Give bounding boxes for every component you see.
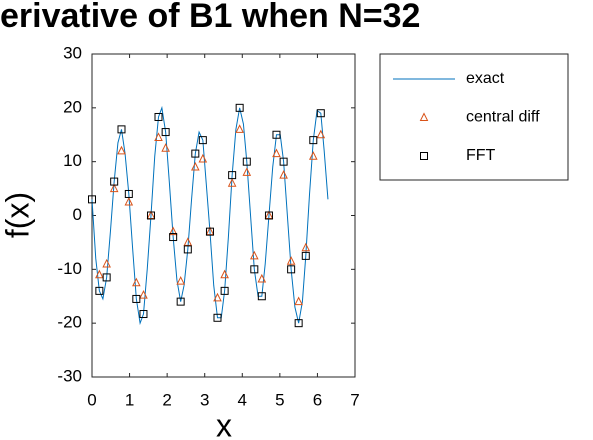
square-marker	[161, 128, 170, 137]
triangle-marker	[161, 143, 170, 152]
square-marker	[316, 109, 325, 118]
legend-box	[379, 53, 569, 181]
x-tick-label: 4	[238, 390, 247, 409]
square-marker	[294, 319, 303, 328]
y-tick-label: -30	[57, 366, 82, 385]
triangle-marker	[235, 124, 244, 133]
square-marker	[272, 130, 281, 139]
triangle-marker	[168, 226, 178, 236]
square-marker	[250, 265, 259, 274]
square-marker	[279, 157, 288, 166]
triangle-marker	[191, 161, 200, 171]
triangle-marker	[198, 153, 208, 163]
triangle-marker	[139, 290, 148, 299]
square-marker	[124, 189, 133, 198]
square-marker	[117, 125, 126, 134]
square-marker	[183, 245, 192, 254]
x-tick-label: 7	[350, 390, 359, 409]
triangle-marker	[132, 277, 141, 287]
triangle-marker	[176, 276, 185, 285]
y-tick-label: 20	[63, 97, 82, 116]
legend-label: FFT	[466, 147, 496, 164]
square-marker	[309, 136, 318, 145]
x-tick-label: 6	[313, 390, 322, 409]
square-marker	[110, 177, 119, 186]
triangle-marker	[316, 129, 326, 139]
square-marker	[264, 211, 273, 220]
square-marker	[301, 251, 310, 260]
triangle-marker	[117, 145, 126, 155]
triangle-marker	[242, 167, 252, 176]
square-marker	[146, 211, 155, 220]
triangle-marker	[95, 269, 104, 279]
triangle-marker	[227, 178, 237, 187]
square-marker	[88, 195, 96, 204]
triangle-marker	[308, 151, 318, 160]
y-tick-label: -20	[57, 313, 82, 332]
triangle-marker	[301, 242, 311, 252]
square-marker	[102, 273, 111, 282]
square-marker	[198, 136, 207, 145]
triangle-marker	[294, 296, 303, 306]
chart-title: erivative of B1 when N=32	[0, 0, 420, 35]
x-tick-label: 3	[200, 390, 209, 409]
x-tick-label: 5	[275, 390, 284, 409]
square-marker	[205, 227, 214, 236]
y-axis-label: f(x)	[0, 192, 35, 238]
series-line	[91, 105, 329, 326]
x-axis-label: x	[216, 407, 232, 440]
x-tick-label: 1	[125, 390, 134, 409]
y-tick-label: -10	[57, 259, 82, 278]
square-marker	[154, 112, 163, 121]
legend-label: exact	[466, 70, 505, 87]
square-marker	[95, 286, 104, 295]
triangle-marker	[286, 256, 296, 265]
triangle-marker	[419, 112, 429, 121]
x-tick-label: 0	[87, 390, 96, 409]
square-marker	[420, 152, 428, 160]
triangle-marker	[257, 273, 267, 283]
triangle-marker	[154, 132, 163, 141]
triangle-marker	[279, 170, 288, 179]
triangle-marker	[109, 183, 119, 193]
square-marker	[228, 171, 237, 180]
legend-label: central diff	[466, 109, 540, 126]
y-tick-label: 30	[63, 43, 82, 62]
square-marker	[169, 233, 178, 242]
square-marker	[176, 297, 185, 306]
square-marker	[257, 292, 266, 301]
square-marker	[242, 157, 251, 166]
square-marker	[287, 265, 296, 274]
triangle-marker	[124, 196, 134, 206]
square-marker	[139, 310, 148, 319]
square-marker	[220, 286, 229, 295]
y-tick-label: 0	[73, 205, 82, 224]
triangle-marker	[272, 148, 281, 158]
plot-frame	[91, 53, 356, 378]
square-marker	[191, 149, 200, 158]
square-marker	[132, 294, 141, 303]
triangle-marker	[220, 269, 229, 279]
triangle-marker	[249, 250, 259, 260]
y-tick-label: 10	[63, 151, 82, 170]
triangle-marker	[102, 258, 111, 268]
triangle-marker	[213, 292, 222, 302]
x-tick-label: 2	[162, 390, 171, 409]
square-marker	[213, 313, 222, 322]
square-marker	[235, 103, 244, 112]
